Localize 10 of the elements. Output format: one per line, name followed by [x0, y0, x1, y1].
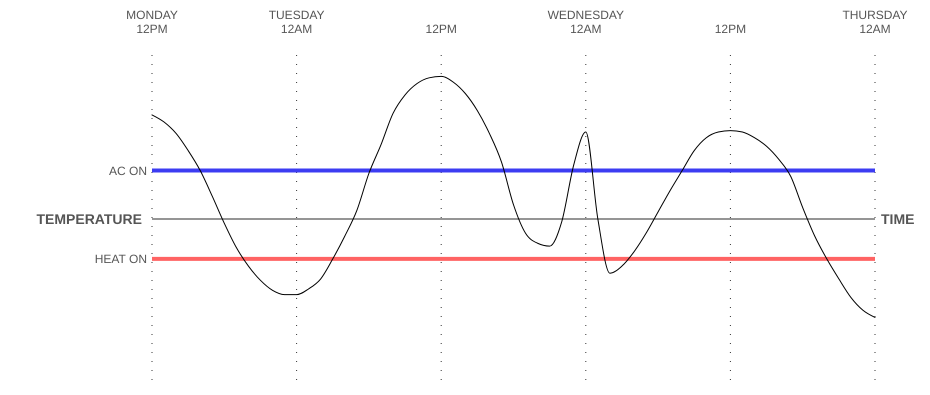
- x-tick-label: THURSDAY 12AM: [842, 8, 908, 36]
- y-axis-title: TEMPERATURE: [36, 211, 142, 227]
- ref-line-label: AC ON: [108, 164, 147, 178]
- x-tick-label: 12PM: [714, 22, 746, 36]
- x-tick-label: TUESDAY 12AM: [268, 8, 324, 36]
- x-tick-label: MONDAY 12PM: [126, 8, 178, 36]
- x-tick-label: 12PM: [426, 22, 457, 36]
- x-tick-label: WEDNESDAY 12AM: [548, 8, 624, 36]
- x-axis-title: TIME: [881, 211, 914, 227]
- ref-line-label: HEAT ON: [94, 252, 147, 266]
